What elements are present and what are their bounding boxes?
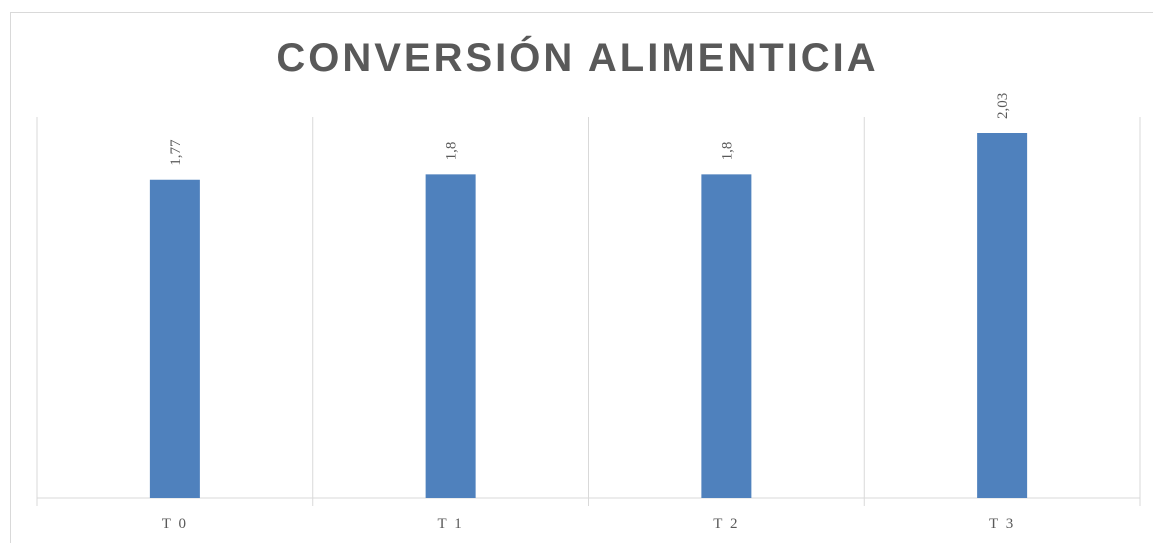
data-label-t3: 2,03	[995, 93, 1011, 119]
bar-t3	[977, 133, 1028, 498]
bar-t2	[701, 174, 752, 498]
data-label-t0: 1,77	[168, 139, 184, 166]
bar-t1	[425, 174, 476, 498]
x-tick-label-t0: T 0	[162, 516, 188, 532]
data-label-t2: 1,8	[719, 142, 735, 161]
chart-frame	[10, 12, 1153, 543]
bar-t0	[149, 179, 200, 498]
chart-title: CONVERSIÓN ALIMENTICIA	[276, 36, 879, 80]
x-tick-label-t2: T 2	[713, 516, 739, 532]
x-tick-label-t1: T 1	[438, 516, 464, 532]
data-label-t1: 1,8	[444, 142, 460, 161]
x-tick-label-t3: T 3	[989, 516, 1015, 532]
